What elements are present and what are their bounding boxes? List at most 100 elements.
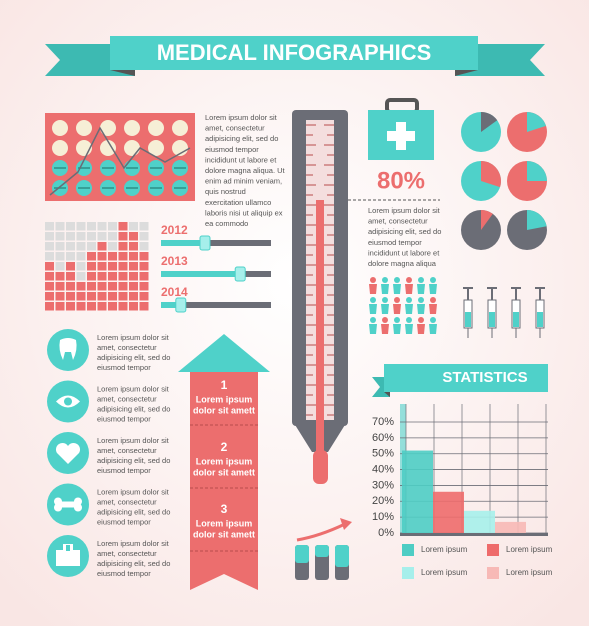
legend-swatch	[487, 544, 499, 556]
bar	[464, 510, 495, 533]
pixel	[108, 282, 117, 291]
person-body	[417, 284, 425, 294]
year: 2012	[161, 223, 188, 237]
legend-swatch	[402, 544, 414, 556]
kit-line: adipisicing elit, sed do	[368, 227, 441, 236]
icon-line: adipisicing elit, sed do	[97, 559, 170, 568]
icon-glyph	[56, 544, 80, 566]
pie-slice	[527, 210, 547, 230]
pixel	[66, 292, 75, 301]
pixel	[139, 262, 149, 271]
pixel	[97, 222, 107, 231]
intro-line: ea commodo	[205, 219, 248, 228]
pixel	[129, 252, 138, 261]
medical-kit	[368, 98, 434, 160]
step-line: Lorem ipsum	[196, 518, 253, 528]
syringe-fill	[537, 312, 543, 327]
pills	[49, 120, 191, 196]
pill	[100, 120, 116, 136]
pixel	[76, 222, 86, 231]
person-head	[394, 317, 400, 323]
pixel	[55, 292, 65, 301]
syringe-fill	[465, 312, 471, 327]
icon-line: eiusmod tempor	[97, 466, 151, 475]
title-ribbon	[45, 36, 545, 76]
people	[369, 277, 437, 334]
person-head	[382, 317, 388, 323]
pixel	[55, 242, 65, 251]
person-body	[393, 304, 401, 314]
pixel	[129, 262, 138, 271]
icon-line: Lorem ipsum dolor sit	[97, 487, 170, 496]
icon-line: Lorem ipsum dolor sit	[97, 333, 170, 342]
pixel	[76, 292, 86, 301]
pixel	[97, 292, 107, 301]
syringe-cap	[487, 287, 497, 289]
intro-line: laboris nisi ut aliquip ex	[205, 208, 283, 217]
icon-line: amet, consectetur	[97, 343, 157, 352]
pixel	[118, 222, 128, 231]
pixel	[108, 252, 117, 261]
legend-swatch	[402, 567, 414, 579]
person-body	[393, 284, 401, 294]
person-body	[381, 304, 389, 314]
pixel	[76, 272, 86, 281]
kit-line: amet, consectetur	[368, 217, 428, 226]
syringe-fill	[513, 312, 519, 327]
syringe-cap	[511, 287, 521, 289]
pixel	[76, 242, 86, 251]
icon-glyph	[55, 442, 81, 464]
pixel	[118, 232, 128, 241]
pixel	[45, 232, 54, 241]
icon-line: amet, consectetur	[97, 497, 157, 506]
chart: 0% 10% 20% 30% 40% 50% 60% 70% Lorem ipsum Lorem …	[372, 404, 553, 579]
slider-knob	[175, 297, 187, 313]
pixel	[45, 262, 54, 271]
pixel	[76, 252, 86, 261]
person-head	[418, 277, 424, 283]
icon-line: adipisicing elit, sed do	[97, 456, 170, 465]
pixel	[87, 302, 96, 311]
pill	[52, 140, 68, 156]
pixel	[129, 292, 138, 301]
syringe-fill	[489, 312, 495, 327]
person-body	[417, 324, 425, 334]
pixel	[97, 262, 107, 271]
icon-line: eiusmod tempor	[97, 414, 151, 423]
icon-line: amet, consectetur	[97, 446, 157, 455]
pixel	[97, 242, 107, 251]
pixel	[118, 302, 128, 311]
step-line: dolor sit amett	[193, 529, 255, 539]
pixel	[139, 282, 149, 291]
pixel	[108, 292, 117, 301]
pixel	[129, 232, 138, 241]
pixel	[66, 232, 75, 241]
slider-track	[161, 240, 271, 246]
pixel	[45, 222, 54, 231]
pixel	[108, 262, 117, 271]
person-head	[430, 277, 436, 283]
pixel	[118, 282, 128, 291]
y-tick-label: 0%	[378, 527, 394, 539]
bar	[433, 491, 464, 533]
pixel	[45, 282, 54, 291]
pill	[148, 140, 164, 156]
icon-line: adipisicing elit, sed do	[97, 507, 170, 516]
person-head	[382, 297, 388, 303]
title: MEDICAL INFOGRAPHICS	[157, 40, 432, 65]
pixel	[66, 272, 75, 281]
pixel	[87, 282, 96, 291]
pixel	[139, 222, 149, 231]
y-tick-label: 50%	[372, 448, 394, 460]
pixel	[129, 302, 138, 311]
person-body	[381, 284, 389, 294]
icon-line: eiusmod tempor	[97, 517, 151, 526]
person-body	[369, 284, 377, 294]
pixel	[45, 252, 54, 261]
pill	[100, 140, 116, 156]
person-head	[430, 297, 436, 303]
pill-panel	[45, 113, 195, 201]
syringe-cap	[535, 287, 545, 289]
pixel	[118, 252, 128, 261]
pixel	[118, 292, 128, 301]
